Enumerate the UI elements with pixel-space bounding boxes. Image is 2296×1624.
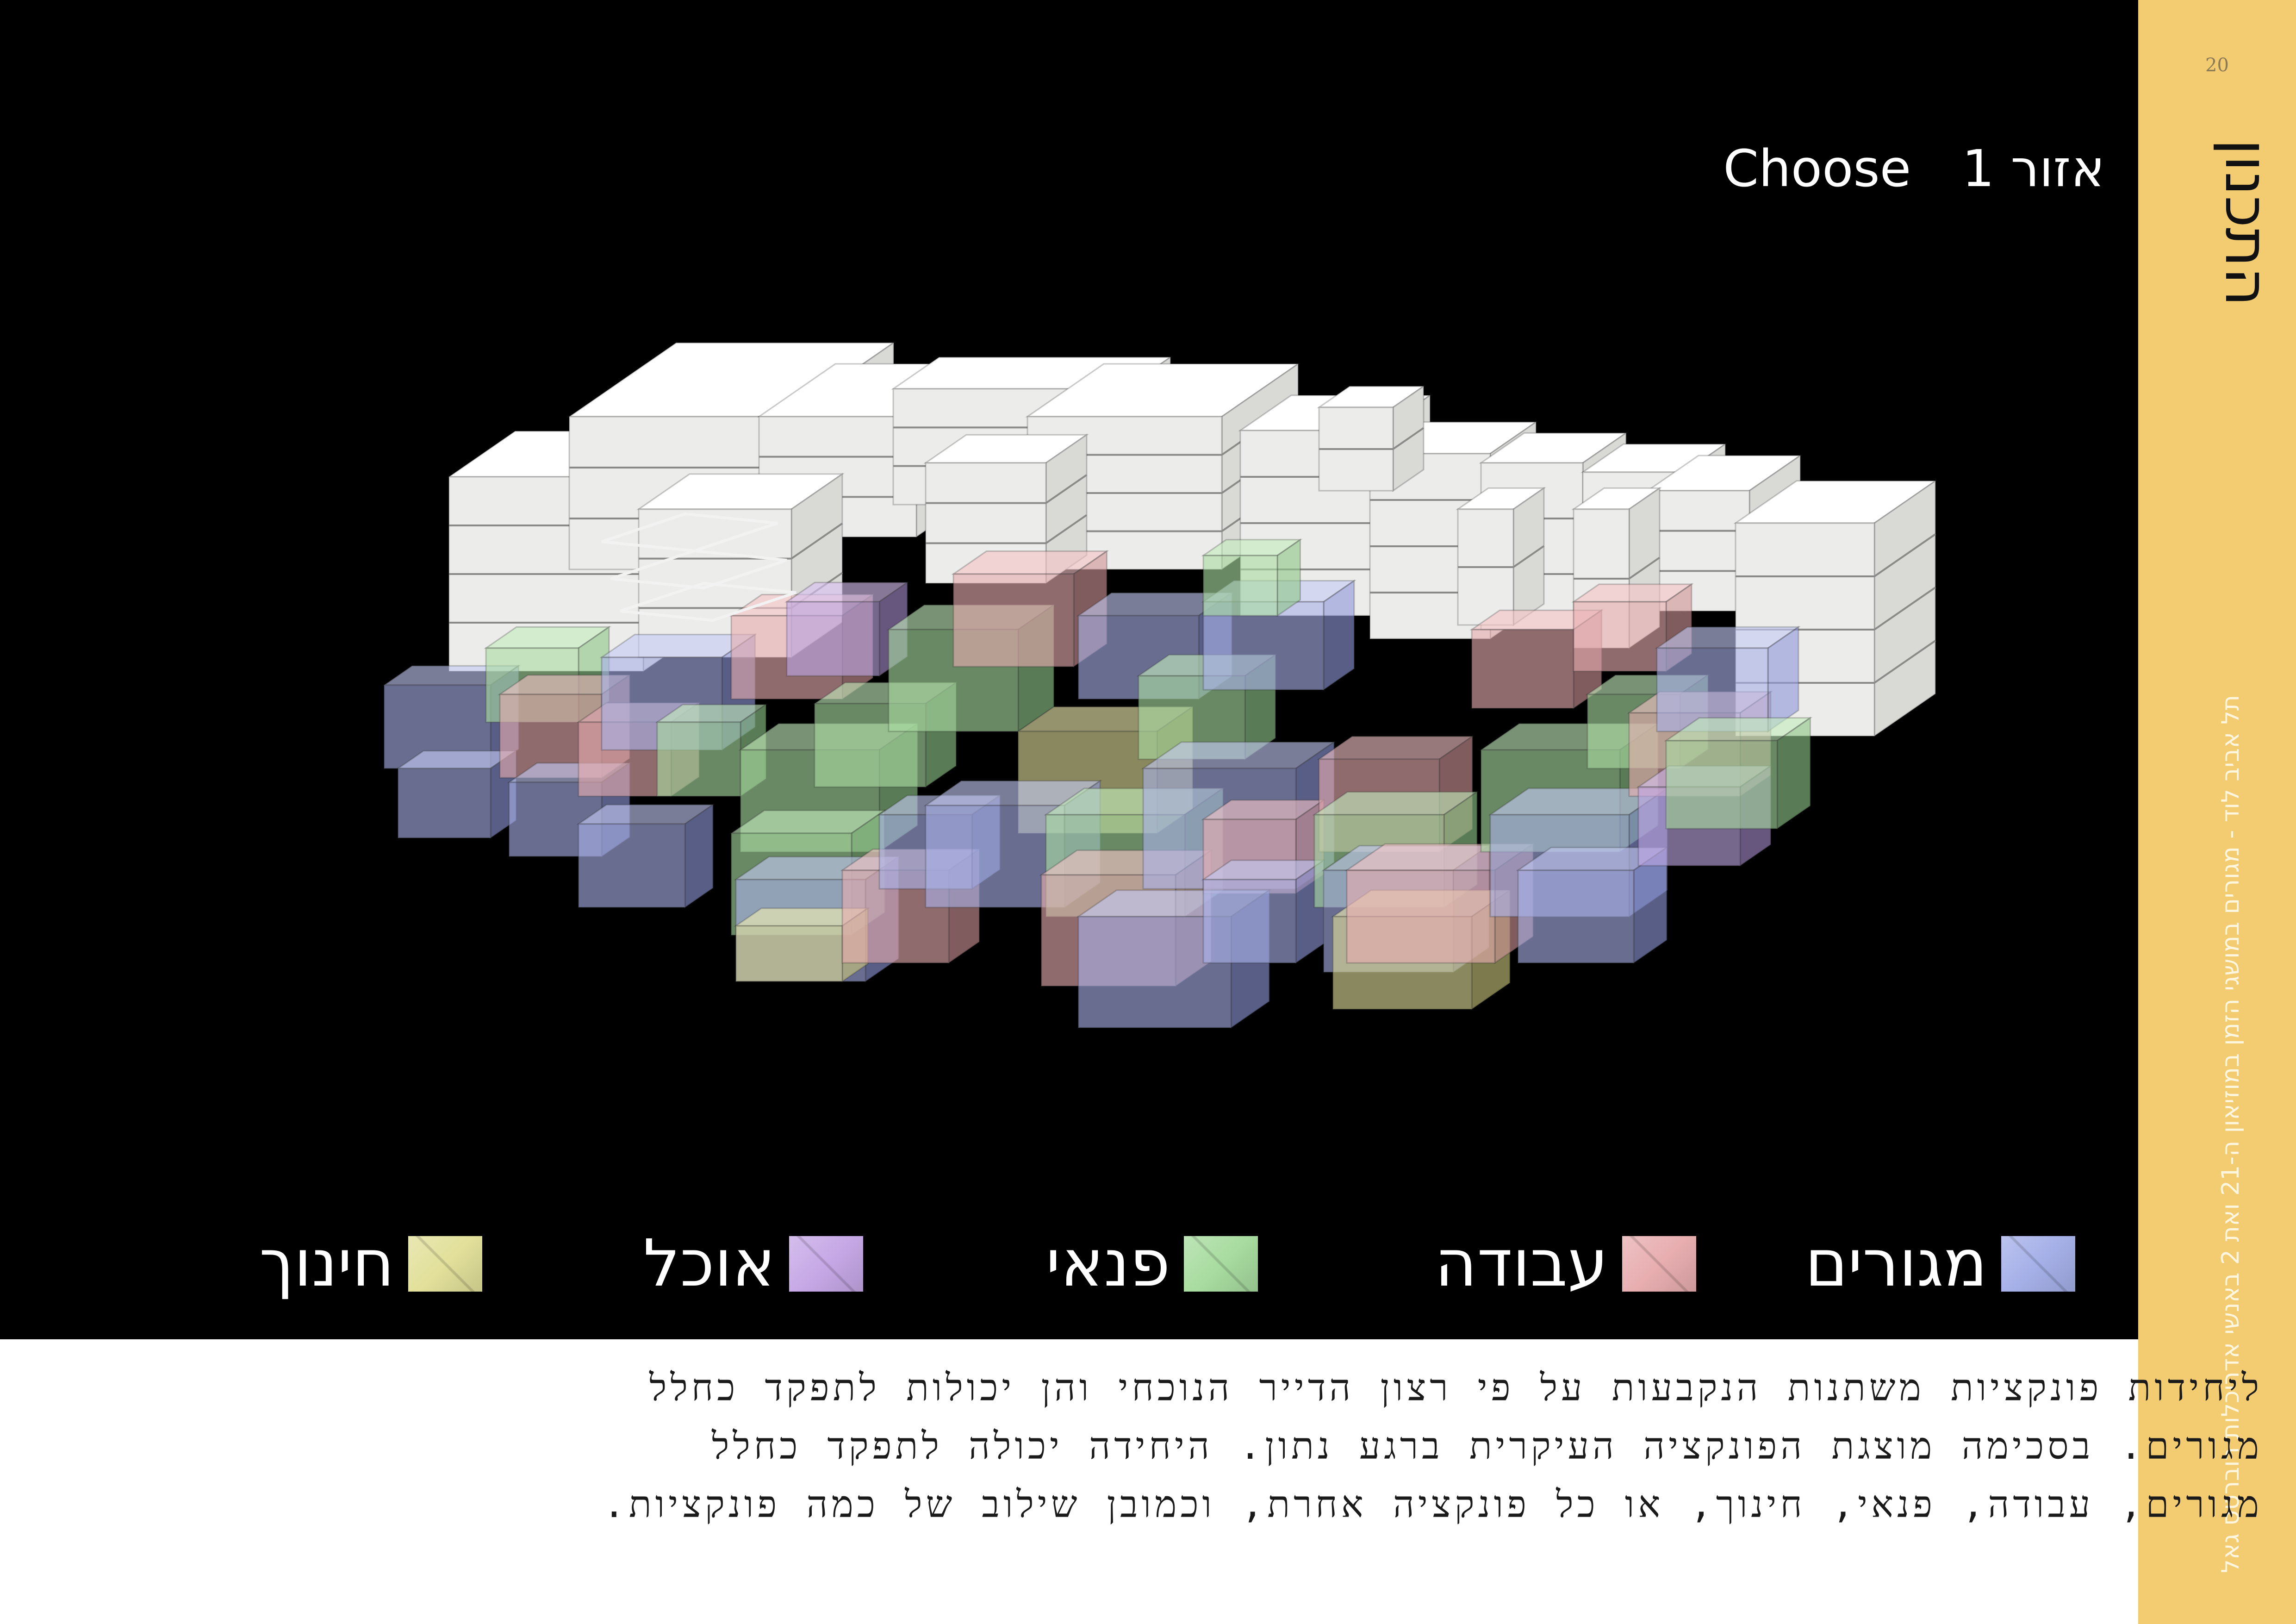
legend-swatch-education bbox=[408, 1236, 483, 1292]
legend-label: חינוך bbox=[259, 1226, 395, 1301]
header-zone: אזור 1 bbox=[1962, 139, 2105, 198]
floating-slab bbox=[601, 512, 778, 553]
legend-swatch-work bbox=[1622, 1236, 1696, 1292]
legend-label: אוכל bbox=[643, 1226, 776, 1301]
legend-item-leisure: פנאי bbox=[1046, 1218, 1258, 1310]
block-front bbox=[1202, 555, 1278, 617]
block-front bbox=[952, 573, 1075, 668]
block-front bbox=[1346, 869, 1496, 964]
slide-header: Choose אזור 1 bbox=[1723, 139, 2105, 198]
floor-line bbox=[926, 514, 1088, 544]
legend-swatch-food bbox=[789, 1236, 864, 1292]
legend-label: עבודה bbox=[1435, 1226, 1608, 1301]
legend-swatch-leisure bbox=[1184, 1236, 1258, 1292]
block-front bbox=[1517, 869, 1635, 964]
floor-line bbox=[1736, 533, 1936, 577]
block-front bbox=[656, 721, 741, 797]
caption-line: מגורים, עבודה, פנאי, חינוך, או כל פונקצי… bbox=[603, 1483, 2263, 1526]
block-front bbox=[1573, 601, 1667, 672]
floor-line bbox=[926, 474, 1088, 504]
legend-item-education: חינוך bbox=[259, 1218, 483, 1310]
floor-line bbox=[1574, 556, 1661, 580]
floor-line bbox=[1319, 427, 1425, 450]
block-front bbox=[1077, 916, 1232, 1029]
caption-line: ליחידות פונקציות משתנות הנקבעות על פי רצ… bbox=[649, 1366, 2263, 1409]
block-front bbox=[1665, 740, 1778, 830]
side-bar: 20 התכנון תל אביב לוד - מגורים במושגי הז… bbox=[2138, 0, 2296, 1624]
block-front bbox=[1471, 629, 1574, 709]
caption-line: מגורים. בסכימה מוצגת הפונקציה העיקרית בר… bbox=[712, 1424, 2263, 1468]
floor-line bbox=[1458, 545, 1545, 568]
legend: חינוך אוכל פנאי עבודה מגורים bbox=[259, 1218, 2076, 1310]
floating-slab bbox=[610, 549, 787, 590]
header-label: Choose bbox=[1723, 139, 1911, 198]
page-number: 20 bbox=[2205, 55, 2229, 76]
legend-item-food: אוכל bbox=[643, 1218, 864, 1310]
caption-paragraph: ליחידות פונקציות משתנות הנקבעות על פי רצ… bbox=[249, 1359, 2263, 1534]
render-panel: Choose אזור 1 חינוך אוכל פנאי עבודה מגור… bbox=[0, 0, 2138, 1339]
legend-item-work: עבודה bbox=[1435, 1218, 1696, 1310]
block-front bbox=[786, 601, 880, 677]
legend-label: מגורים bbox=[1805, 1226, 1988, 1301]
legend-swatch-residential bbox=[2001, 1236, 2076, 1292]
block-front bbox=[578, 823, 686, 908]
section-title: התכנון bbox=[2212, 139, 2282, 307]
block-front bbox=[397, 768, 492, 839]
massing-model-render bbox=[384, 343, 1936, 1029]
floating-slab bbox=[620, 581, 796, 622]
block-front bbox=[735, 925, 843, 982]
legend-label: פנאי bbox=[1046, 1226, 1170, 1301]
floor-line bbox=[639, 523, 843, 560]
block-front bbox=[1202, 879, 1297, 964]
legend-item-residential: מגורים bbox=[1805, 1218, 2076, 1310]
